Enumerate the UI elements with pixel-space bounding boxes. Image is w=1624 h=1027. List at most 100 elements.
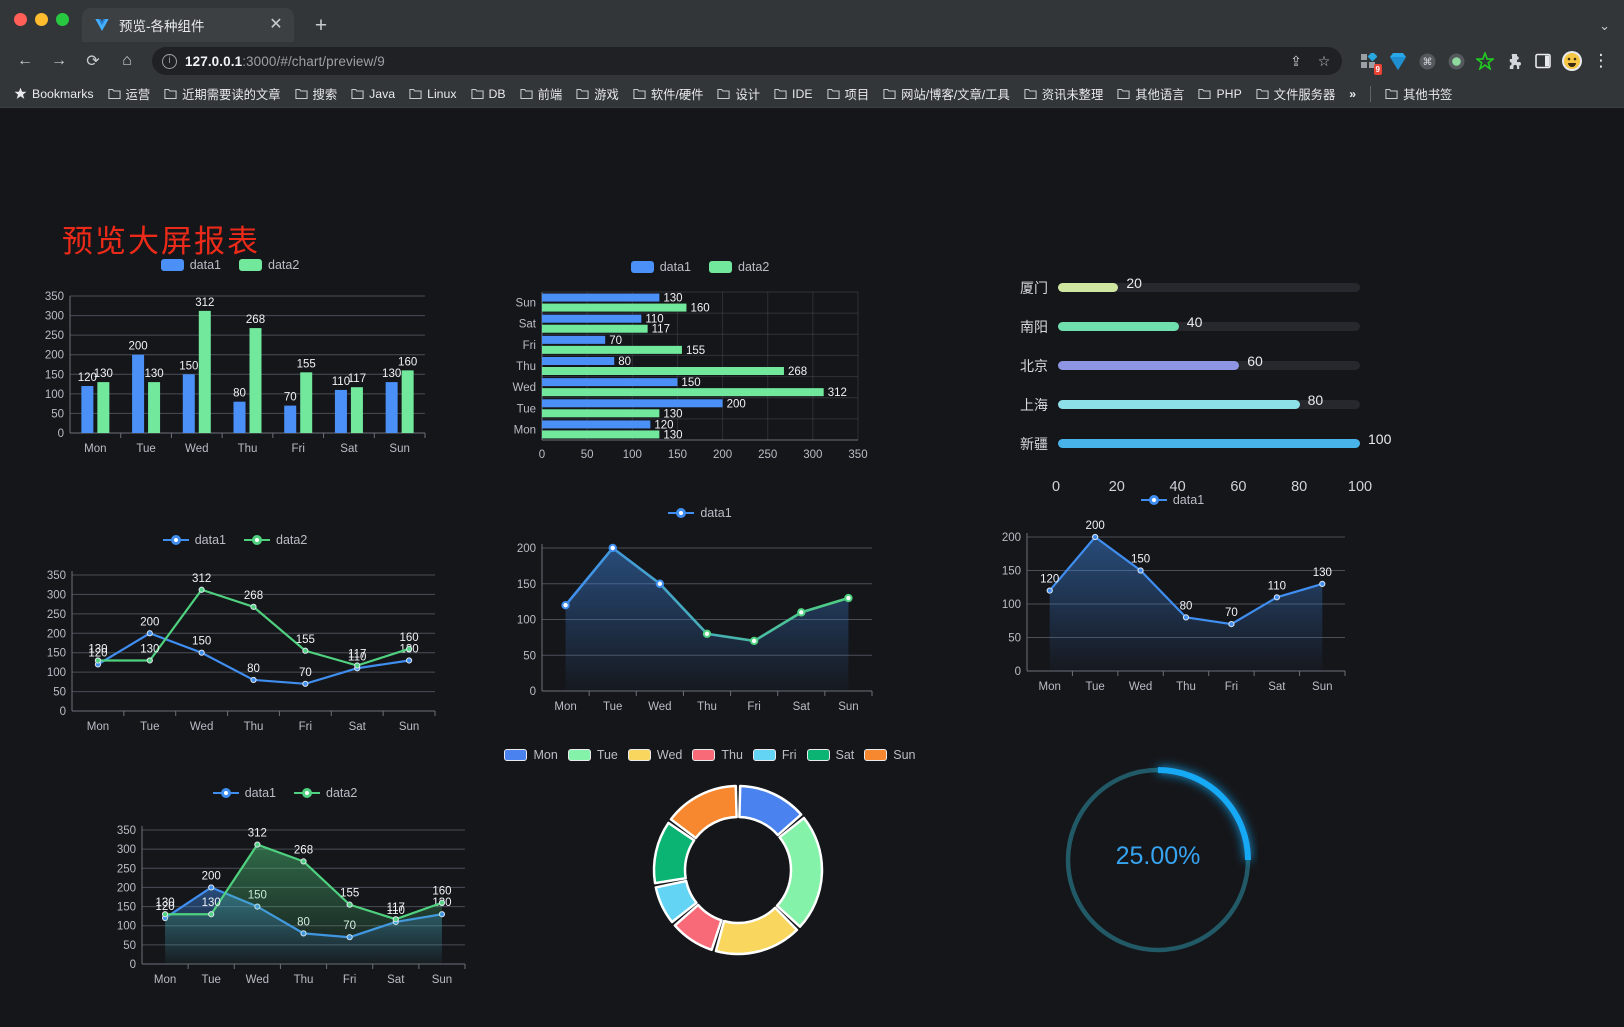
legend-item-tue[interactable]: Tue (567, 748, 618, 762)
share-icon[interactable]: ⇪ (1290, 52, 1302, 69)
bookmark-overflow[interactable]: » (1349, 86, 1357, 101)
browser-menu-icon[interactable]: ⋮ (1592, 51, 1610, 70)
new-tab-button[interactable]: + (314, 14, 328, 37)
svg-text:50: 50 (523, 650, 536, 662)
bookmark-separator (1370, 85, 1372, 102)
bookmark-folder-label: 其他语言 (1135, 87, 1185, 102)
legend-item-data2[interactable]: data2 (294, 786, 357, 800)
bookmark-folder[interactable]: DB (465, 85, 512, 103)
tabstrip-expand-icon[interactable]: ⌄ (1599, 18, 1610, 33)
sidepanel-icon[interactable] (1530, 48, 1556, 74)
svg-text:100: 100 (623, 449, 642, 461)
bookmark-folder[interactable]: 运营 (102, 83, 157, 105)
circle-extension-icon[interactable] (1443, 48, 1469, 74)
donut-slice-fri[interactable] (654, 879, 698, 924)
bookmark-folder-label: 网站/博客/文章/工具 (901, 87, 1010, 102)
forward-button[interactable]: → (51, 52, 67, 69)
svg-text:155: 155 (296, 634, 315, 646)
back-button[interactable]: ← (17, 52, 33, 69)
legend-item-thu[interactable]: Thu (692, 748, 743, 762)
svg-text:0: 0 (1015, 666, 1021, 678)
legend-item-data1[interactable]: data1 (668, 506, 732, 520)
address-bar[interactable]: i 127.0.0.1:3000/#/chart/preview/9 ⇪ ☆ (152, 47, 1342, 75)
bookmark-root[interactable]: Bookmarks (8, 85, 100, 103)
puzzle-extension-icon[interactable] (1501, 48, 1527, 74)
bookmark-folder[interactable]: PHP (1192, 85, 1247, 103)
legend-label-data1: data1 (1172, 493, 1205, 507)
bookmark-folder[interactable]: Java (345, 85, 401, 103)
bookmark-folder[interactable]: 游戏 (570, 83, 625, 105)
bookmark-folder[interactable]: 项目 (821, 83, 876, 105)
gauge-value-label: 25.00% (1115, 842, 1201, 870)
bookmark-folder[interactable]: Linux (403, 85, 462, 103)
svg-text:117: 117 (387, 902, 405, 914)
legend-item-data2[interactable]: data2 (239, 258, 299, 272)
legend-item-data1[interactable]: data1 (630, 260, 691, 274)
star-extension-icon[interactable] (1472, 48, 1498, 74)
grid-extension-icon[interactable]: 9 (1356, 48, 1382, 75)
chart-donut: Mon Tue Wed Thu Fri Sat Sun (500, 748, 920, 988)
bookmark-star-icon[interactable]: ☆ (1317, 52, 1331, 69)
donut-slice-tue[interactable] (775, 816, 824, 928)
minimize-window-button[interactable] (35, 13, 48, 26)
bookmark-folder[interactable]: 搜索 (289, 83, 344, 105)
home-button[interactable]: ⌂ (122, 52, 132, 69)
gauge-svg (1065, 767, 1251, 953)
svg-text:117: 117 (348, 373, 366, 385)
bookmark-folder[interactable]: 设计 (711, 83, 766, 105)
legend-item-data1[interactable]: data1 (212, 786, 276, 800)
profile-avatar[interactable] (1559, 48, 1585, 74)
bookmark-folder[interactable]: 软件/硬件 (627, 83, 710, 105)
bookmark-other[interactable]: 其他书签 (1379, 83, 1458, 105)
legend-item-data2[interactable]: data2 (244, 533, 307, 547)
chart-gauge: 25.00% (1058, 752, 1258, 967)
legend-item-fri[interactable]: Fri (752, 748, 797, 762)
svg-text:110: 110 (645, 314, 663, 326)
legend-swatch (806, 749, 830, 761)
maximize-window-button[interactable] (56, 13, 69, 26)
legend-item-data2[interactable]: data2 (709, 260, 769, 274)
svg-text:50: 50 (123, 940, 136, 952)
legend-item-sat[interactable]: Sat (806, 748, 854, 762)
donut-slice-sat[interactable] (652, 821, 696, 885)
reload-button[interactable]: ⟳ (86, 53, 100, 70)
bookmark-folder[interactable]: 近期需要读的文章 (158, 83, 286, 105)
legend-item-mon[interactable]: Mon (504, 748, 558, 762)
legend-item-wed[interactable]: Wed (627, 748, 682, 762)
tab-close-icon[interactable]: ✕ (269, 16, 283, 33)
command-extension-icon[interactable]: ⌘ (1414, 48, 1440, 74)
bookmark-root-label: Bookmarks (32, 86, 94, 101)
svg-text:Fri: Fri (292, 443, 305, 455)
bookmark-folder[interactable]: 其他语言 (1111, 83, 1190, 105)
svg-text:130: 130 (663, 429, 682, 441)
svg-text:200: 200 (140, 616, 159, 628)
legend-item-data1[interactable]: data1 (1140, 493, 1205, 507)
bookmark-folder[interactable]: 前端 (514, 83, 569, 105)
progress-axis: 0 20 40 60 80 100 (1052, 479, 1372, 499)
svg-text:200: 200 (727, 398, 746, 410)
browser-tab[interactable]: 预览-各种组件 ✕ (82, 8, 294, 42)
area-two-series-svg: 0 50 100 150 200 250 300 350 Mon Tue Wed Thu Fri Sat S… (117, 825, 466, 986)
legend-item-data1[interactable]: data1 (160, 258, 221, 272)
donut-slice-wed[interactable] (714, 906, 799, 956)
tab-title: 预览-各种组件 (119, 19, 205, 34)
donut-slice-thu[interactable] (673, 903, 723, 952)
svg-text:312: 312 (192, 573, 211, 585)
donut-slice-mon[interactable] (738, 784, 803, 837)
site-info-icon[interactable]: i (162, 53, 177, 69)
svg-text:150: 150 (681, 377, 700, 389)
legend-item-data1[interactable]: data1 (162, 533, 226, 547)
donut-slice-sun[interactable] (669, 784, 738, 840)
close-window-button[interactable] (14, 13, 27, 26)
window-controls[interactable] (14, 13, 69, 26)
bookmark-folder[interactable]: 资讯未整理 (1018, 83, 1110, 105)
legend-item-sun[interactable]: Sun (864, 748, 916, 762)
bookmark-folder[interactable]: 文件服务器 (1250, 83, 1342, 105)
svg-text:350: 350 (45, 291, 64, 303)
bookmark-folder[interactable]: 网站/博客/文章/工具 (877, 83, 1016, 105)
svg-text:100: 100 (45, 389, 64, 401)
bookmark-folder[interactable]: IDE (768, 85, 819, 103)
svg-text:120: 120 (155, 901, 174, 913)
diamond-extension-icon[interactable] (1385, 48, 1411, 74)
